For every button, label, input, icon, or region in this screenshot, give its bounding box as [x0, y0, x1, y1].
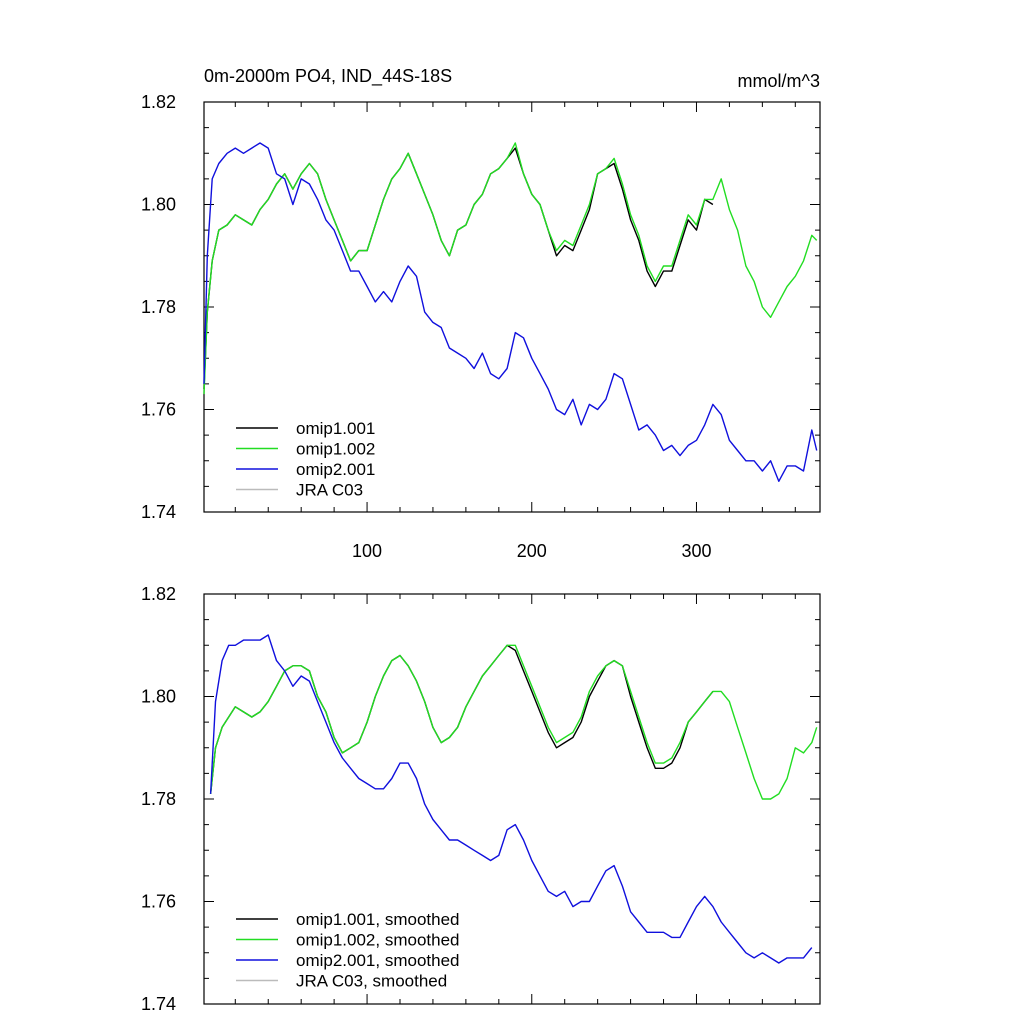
series-line-omip1-001-smoothed — [209, 644, 714, 794]
series-line-omip1-002-smoothed — [209, 644, 818, 800]
x-tick-label: 300 — [681, 541, 711, 561]
y-tick-label: 1.76 — [141, 892, 176, 912]
y-tick-label: 1.78 — [141, 297, 176, 317]
x-tick-label: 100 — [352, 541, 382, 561]
legend-label: omip1.002, smoothed — [296, 931, 460, 950]
legend-label: omip1.001, smoothed — [296, 910, 460, 929]
y-tick-label: 1.80 — [141, 687, 176, 707]
legend-label: omip1.002 — [296, 440, 375, 459]
legend-label: JRA C03 — [296, 481, 363, 500]
units-label: mmol/m^3 — [738, 71, 820, 91]
y-tick-label: 1.82 — [141, 584, 176, 604]
legend-label: JRA C03, smoothed — [296, 972, 447, 991]
y-tick-label: 1.74 — [141, 994, 176, 1014]
y-tick-label: 1.78 — [141, 789, 176, 809]
series-line-omip1-002 — [203, 142, 818, 395]
y-tick-label: 1.80 — [141, 195, 176, 215]
legend-label: omip1.001 — [296, 419, 375, 438]
y-tick-label: 1.74 — [141, 502, 176, 522]
y-tick-label: 1.82 — [141, 92, 176, 112]
chart-title: 0m-2000m PO4, IND_44S-18S — [204, 66, 452, 87]
y-tick-label: 1.76 — [141, 400, 176, 420]
x-tick-label: 200 — [517, 541, 547, 561]
legend-label: omip2.001, smoothed — [296, 951, 460, 970]
series-line-omip2-001 — [203, 142, 818, 482]
top-panel: 1.74 1.76 1.78 1.80 1.82 100 200 300 0m-2000m PO… — [141, 66, 821, 561]
series-line-omip2-001-smoothed — [209, 634, 813, 964]
bottom-panel: 1.74 1.76 1.78 1.80 1.82 omip1.001, smoothed o… — [141, 584, 821, 1014]
legend-label: omip2.001 — [296, 460, 375, 479]
